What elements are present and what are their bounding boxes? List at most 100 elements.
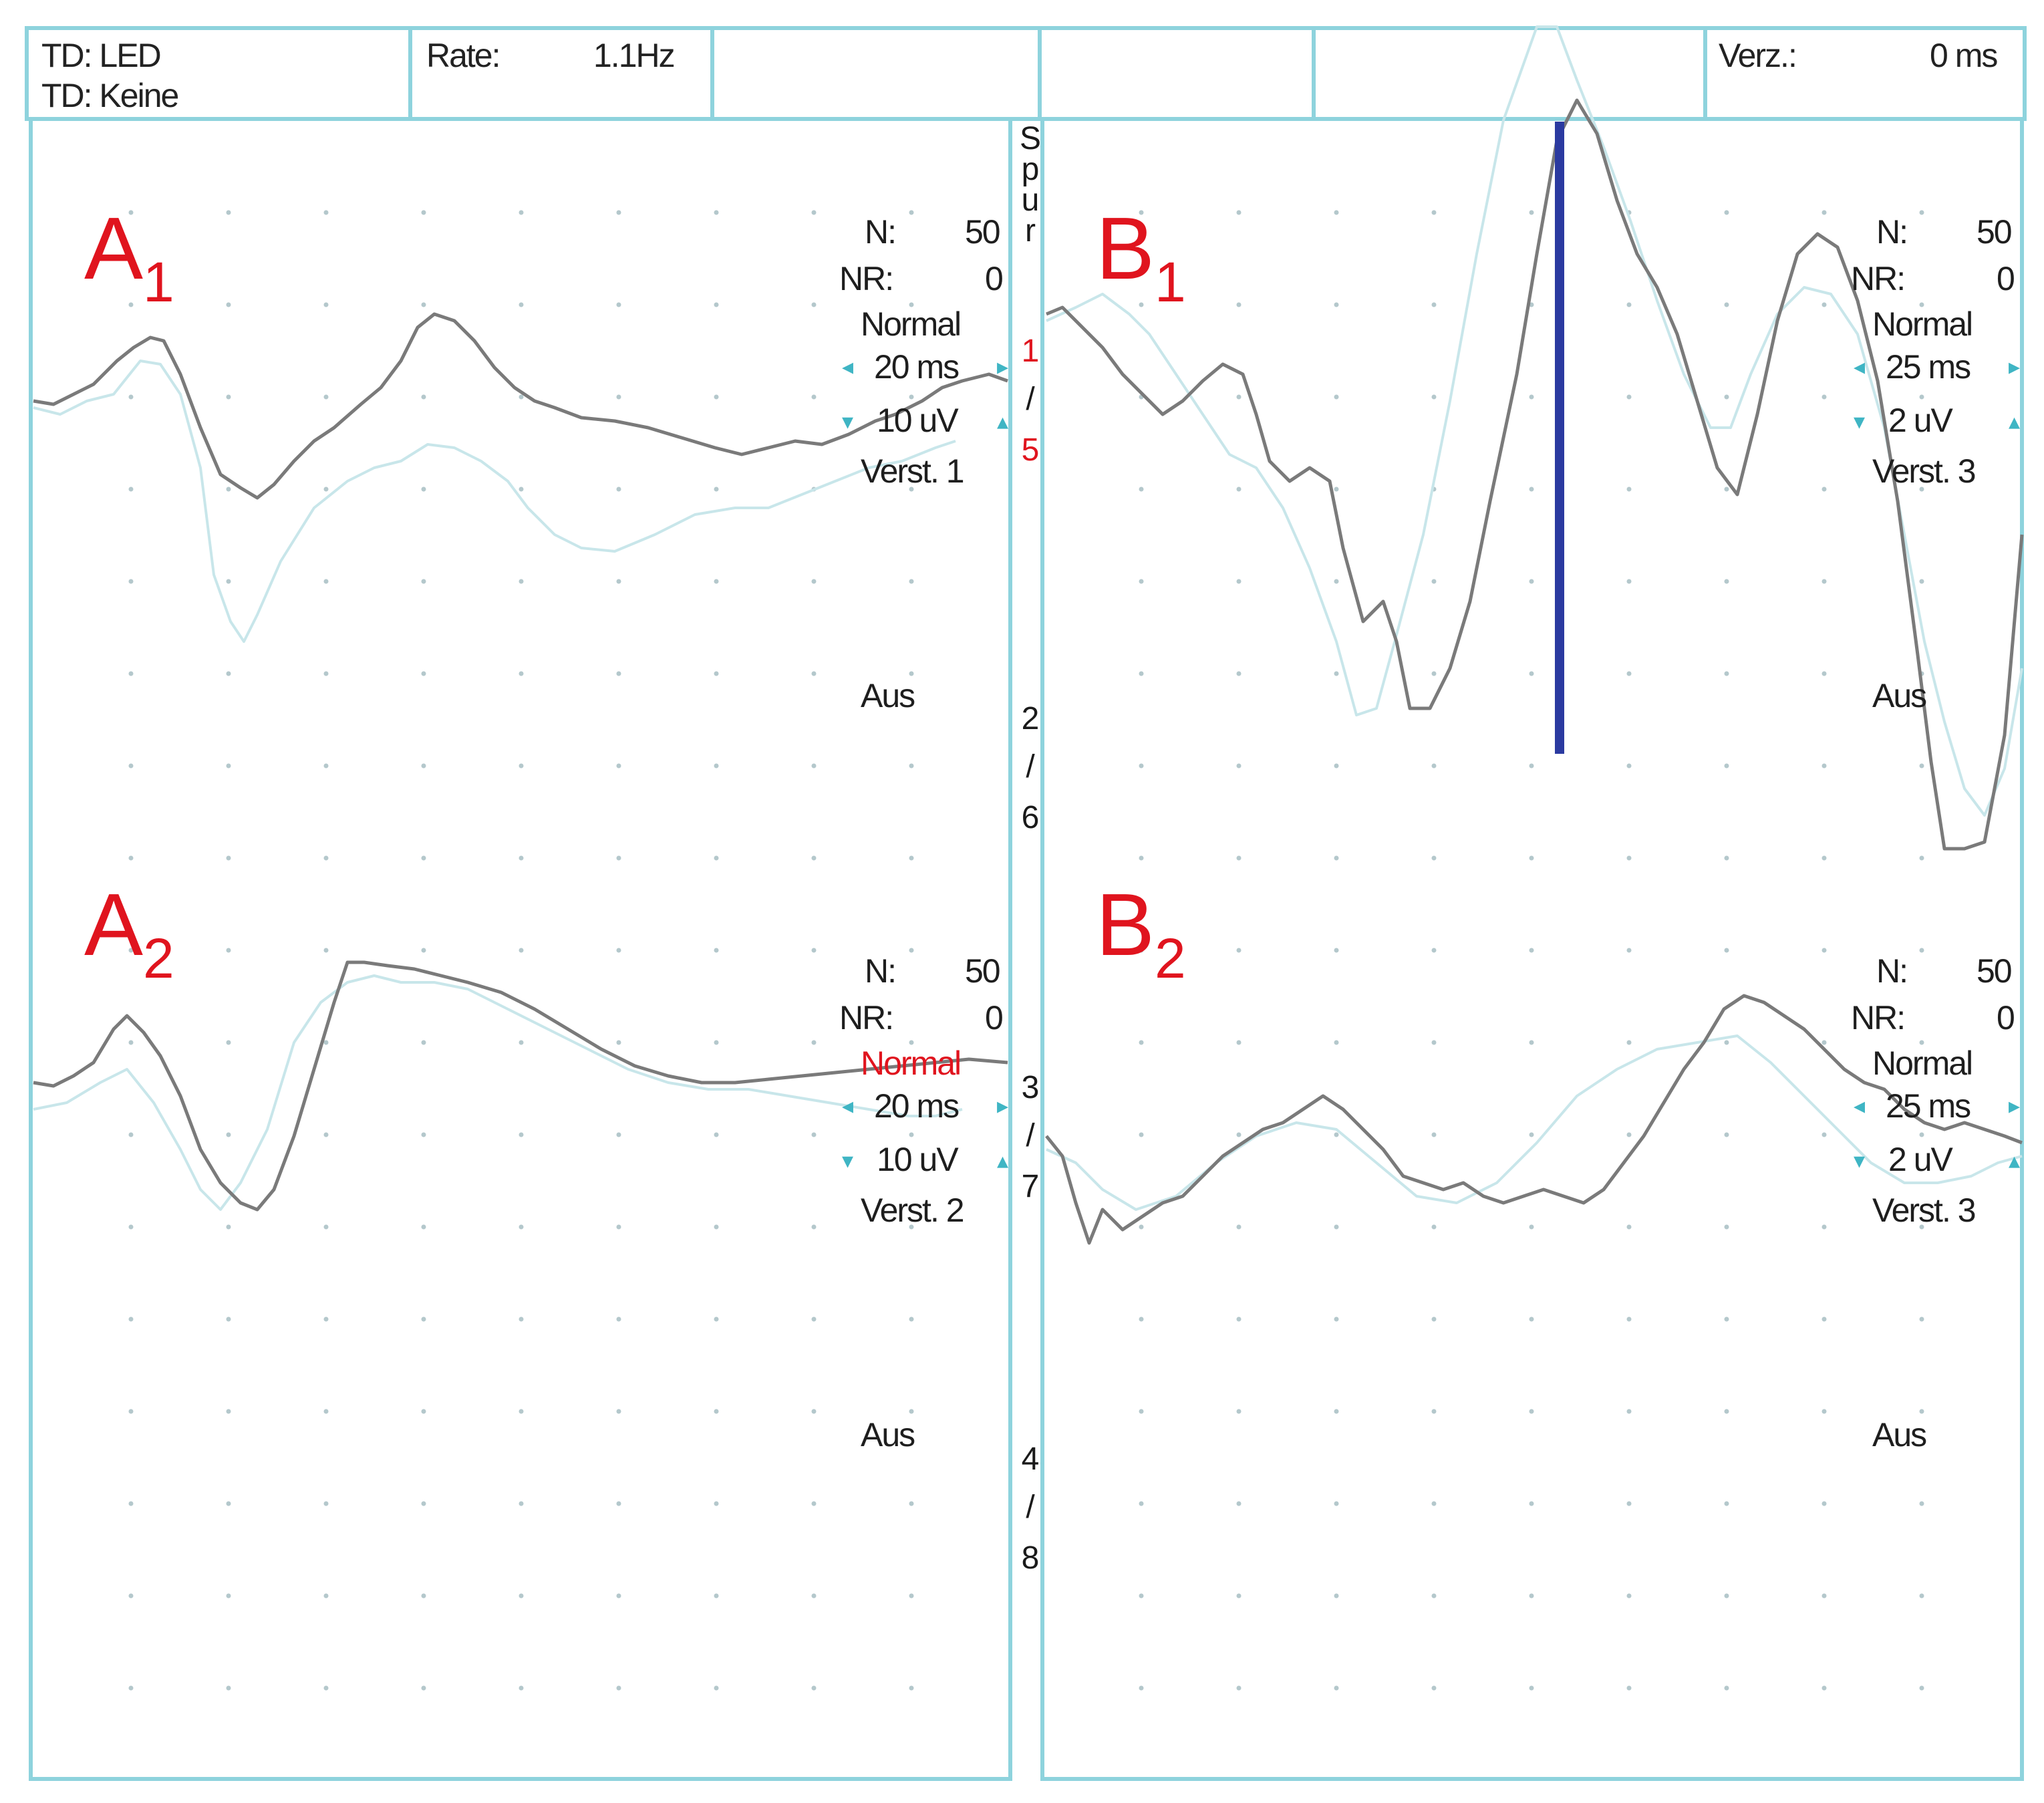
- grid-dot: [909, 1132, 914, 1137]
- display-mode[interactable]: Normal: [1872, 1045, 1973, 1082]
- spur-track-b[interactable]: 8: [1021, 1540, 1040, 1576]
- time-base-value[interactable]: 20 ms: [874, 348, 960, 386]
- grid-dot: [1236, 1685, 1242, 1691]
- arrow-up-icon[interactable]: ▴: [2009, 1148, 2021, 1173]
- grid-dot: [128, 579, 134, 584]
- td-secondary: TD: Keine: [41, 77, 179, 114]
- grid-dot: [323, 1409, 329, 1414]
- arrow-left-icon[interactable]: ◂: [842, 354, 854, 380]
- left-panel-frame: [29, 117, 1012, 1781]
- arrow-left-icon[interactable]: ◂: [842, 1093, 854, 1119]
- delay-value: 0 ms: [1930, 37, 1998, 74]
- grid-dot: [811, 302, 817, 307]
- amplitude-scale-value[interactable]: 2 uV: [1888, 1141, 1953, 1178]
- grid-dot: [421, 948, 426, 953]
- grid-dot: [714, 855, 719, 861]
- grid-dot: [1724, 1132, 1729, 1137]
- grid-dot: [1821, 1224, 1827, 1230]
- spur-track-b[interactable]: 5: [1021, 432, 1040, 468]
- grid-dot: [1431, 579, 1437, 584]
- arrow-up-icon[interactable]: ▴: [997, 409, 1009, 434]
- amplifier-channel: Verst. 3: [1872, 452, 1977, 490]
- grid-dot: [226, 855, 231, 861]
- amplifier-channel: Verst. 1: [861, 452, 965, 490]
- amplitude-scale-value[interactable]: 10 uV: [877, 1141, 959, 1178]
- grid-dot: [421, 763, 426, 769]
- grid-dot: [1919, 1316, 1924, 1322]
- grid-dot: [1431, 1132, 1437, 1137]
- grid-dot: [1431, 763, 1437, 769]
- grid-dot: [1529, 210, 1534, 215]
- spur-track-a[interactable]: 2: [1021, 701, 1040, 736]
- arrow-right-icon[interactable]: ▸: [2009, 1093, 2021, 1119]
- arrow-left-icon[interactable]: ◂: [1854, 354, 1866, 380]
- arrow-left-icon[interactable]: ◂: [1854, 1093, 1866, 1119]
- grid-dot: [1529, 1316, 1534, 1322]
- grid-dot: [1334, 948, 1339, 953]
- spur-track-a[interactable]: 3: [1021, 1070, 1040, 1105]
- grid-dot: [323, 948, 329, 953]
- grid-dot: [909, 948, 914, 953]
- spur-track-b[interactable]: 6: [1021, 800, 1040, 835]
- arrow-down-icon[interactable]: ▾: [842, 1148, 854, 1173]
- grid-dot: [1334, 1685, 1339, 1691]
- grid-dot: [1139, 948, 1144, 953]
- amplitude-scale-value[interactable]: 2 uV: [1888, 402, 1953, 439]
- display-mode[interactable]: Normal: [861, 305, 962, 343]
- display-mode[interactable]: Normal: [861, 1045, 962, 1082]
- spur-track-a[interactable]: 4: [1021, 1441, 1040, 1477]
- spur-separator: /: [1026, 1490, 1035, 1525]
- grid-dot: [1626, 1409, 1632, 1414]
- grid-dot: [909, 855, 914, 861]
- time-base-value[interactable]: 25 ms: [1886, 1087, 1971, 1125]
- time-base-value[interactable]: 20 ms: [874, 1087, 960, 1125]
- arrow-up-icon[interactable]: ▴: [2009, 409, 2021, 434]
- arrow-down-icon[interactable]: ▾: [1854, 1148, 1866, 1173]
- grid-dot: [1139, 763, 1144, 769]
- grid-dot: [1431, 1501, 1437, 1506]
- rejected-count-label: NR:: [839, 999, 894, 1036]
- grid-dot: [714, 1132, 719, 1137]
- amplitude-scale-value[interactable]: 10 uV: [877, 402, 959, 439]
- grid-dot: [616, 1593, 621, 1599]
- filter-status: Aus: [1872, 1416, 1927, 1453]
- grid-dot: [519, 1040, 524, 1045]
- grid-dot: [1626, 1501, 1632, 1506]
- trace-a1-reference: [33, 360, 956, 643]
- grid-dot: [1626, 671, 1632, 676]
- grid-dot: [226, 763, 231, 769]
- grid-dot: [1821, 1132, 1827, 1137]
- grid-dot: [811, 855, 817, 861]
- grid-dot: [1431, 855, 1437, 861]
- arrow-right-icon[interactable]: ▸: [997, 1093, 1009, 1119]
- arrow-right-icon[interactable]: ▸: [2009, 354, 2021, 380]
- rate-label: Rate:: [426, 37, 501, 74]
- grid-dot: [1334, 487, 1339, 492]
- arrow-down-icon[interactable]: ▾: [842, 409, 854, 434]
- grid-dot: [1821, 1316, 1827, 1322]
- grid-dot: [323, 671, 329, 676]
- grid-dot: [1139, 671, 1144, 676]
- grid-dot: [128, 1316, 134, 1322]
- grid-dot: [226, 1132, 231, 1137]
- spur-track-b[interactable]: 7: [1021, 1169, 1040, 1204]
- grid-dot: [323, 1040, 329, 1045]
- grid-dot: [1139, 579, 1144, 584]
- display-mode[interactable]: Normal: [1872, 305, 1973, 343]
- grid-dot: [1236, 1316, 1242, 1322]
- grid-dot: [226, 1501, 231, 1506]
- arrow-up-icon[interactable]: ▴: [997, 1148, 1009, 1173]
- rejected-count-value: 0: [985, 999, 1004, 1036]
- grid-dot: [1431, 302, 1437, 307]
- grid-dot: [226, 487, 231, 492]
- time-base-value[interactable]: 25 ms: [1886, 348, 1971, 386]
- arrow-down-icon[interactable]: ▾: [1854, 409, 1866, 434]
- spur-separator: /: [1026, 749, 1035, 785]
- grid-dot: [1139, 855, 1144, 861]
- spur-track-a[interactable]: 1: [1021, 333, 1040, 369]
- grid-dot: [226, 1224, 231, 1230]
- grid-dot: [519, 579, 524, 584]
- arrow-right-icon[interactable]: ▸: [997, 354, 1009, 380]
- grid-dot: [909, 1316, 914, 1322]
- sweep-count-label: N:: [1876, 213, 1908, 251]
